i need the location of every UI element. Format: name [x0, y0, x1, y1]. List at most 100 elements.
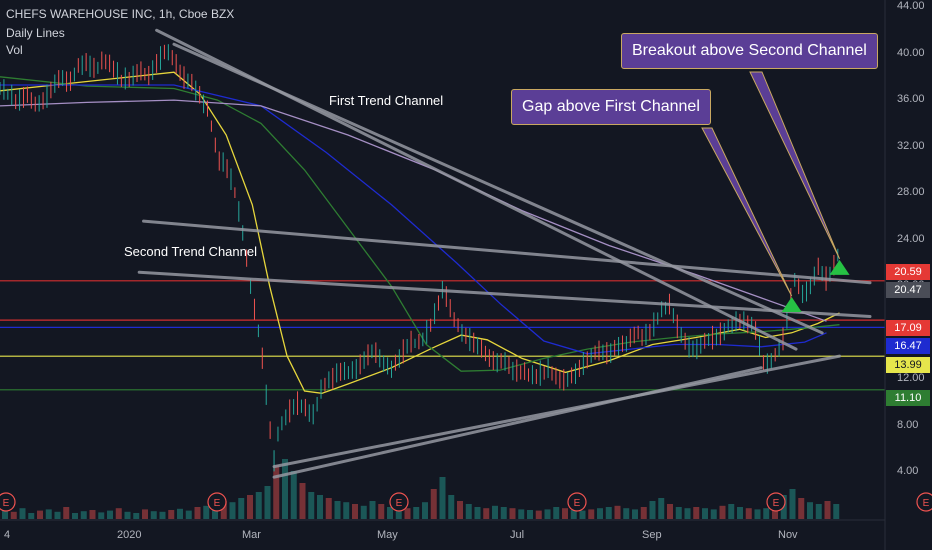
- trend-channel-line: [142, 219, 872, 285]
- volume-bar: [422, 502, 428, 519]
- volume-bar: [807, 502, 813, 519]
- volume-bar: [247, 495, 253, 519]
- volume-bar: [772, 505, 778, 519]
- volume-bar: [640, 507, 647, 519]
- volume-bar: [404, 508, 411, 519]
- volume-bar: [544, 509, 551, 519]
- volume-bar: [448, 495, 455, 519]
- volume-bar: [63, 507, 70, 519]
- price-tick-label: 32.00: [897, 139, 925, 152]
- trend-channel-line: [137, 270, 872, 319]
- volume-bar: [194, 507, 201, 519]
- volume-bar: [745, 508, 752, 519]
- moving-averages: [0, 71, 840, 394]
- volume-bar: [474, 507, 481, 519]
- volume-bar: [457, 501, 463, 519]
- volume-bar: [98, 512, 105, 519]
- volume-bar: [72, 513, 78, 519]
- price-tick-label: 40.00: [897, 46, 925, 59]
- volume-bar: [159, 511, 166, 519]
- volume-bar: [387, 507, 393, 519]
- time-tick-label: Jul: [510, 529, 525, 541]
- moving-average-line: [0, 84, 827, 355]
- earnings-circle: [766, 492, 786, 512]
- volume-bar: [465, 504, 472, 519]
- volume-bar: [185, 510, 192, 519]
- volume-bar: [212, 504, 218, 519]
- volume-bar: [693, 507, 700, 519]
- volume-bar: [667, 504, 673, 519]
- volume-bar: [702, 508, 708, 519]
- volume-bar: [605, 507, 612, 519]
- volume-bar: [369, 501, 376, 519]
- volume-bar: [19, 508, 26, 519]
- price-level-label: 16.47: [886, 338, 930, 354]
- volume-bar: [150, 511, 157, 519]
- volume-bar: [588, 509, 595, 519]
- volume-bar: [325, 498, 332, 519]
- volume-bar: [317, 495, 323, 519]
- breakout-triangle: [781, 297, 802, 313]
- second-channel-label: Second Trend Channel: [124, 244, 257, 259]
- volume-bar: [710, 509, 717, 519]
- volume-bar: [54, 511, 61, 519]
- volume-bar: [229, 502, 236, 519]
- first-channel-label: First Trend Channel: [329, 93, 444, 108]
- price-level-label: 20.47: [886, 282, 930, 298]
- volume-bar: [203, 505, 210, 519]
- earnings-circle: [0, 492, 16, 512]
- volume-bar: [553, 507, 560, 519]
- price-level-label: 17.09: [886, 320, 930, 336]
- trend-channel-line: [272, 366, 763, 479]
- trend-channel-lines: [137, 28, 872, 479]
- volume-label: Vol: [6, 43, 23, 57]
- volume-bar: [133, 513, 140, 519]
- moving-average-line: [0, 71, 840, 394]
- volume-bar: [89, 510, 96, 519]
- time-tick-label: Sep: [642, 529, 662, 541]
- price-tick-label: 36.00: [897, 93, 925, 106]
- volume-bar: [824, 501, 831, 519]
- volume-bar: [789, 489, 796, 519]
- volume-bar: [763, 508, 770, 519]
- time-tick-label: Mar: [242, 529, 261, 541]
- volume-bar: [177, 508, 183, 519]
- price-tick-label: 4.00: [897, 465, 919, 478]
- earnings-label: E: [923, 498, 930, 509]
- volume-bar: [343, 502, 350, 519]
- price-series: [0, 44, 839, 472]
- volume-bar: [45, 509, 52, 519]
- earnings-label: E: [773, 498, 780, 509]
- volume-bar: [728, 504, 735, 519]
- volume-bar: [220, 501, 227, 519]
- earnings-label: E: [3, 498, 10, 509]
- earnings-label: E: [214, 498, 221, 509]
- volume-bar: [395, 505, 402, 519]
- volume-bar: [2, 510, 8, 519]
- gap-callout-pointer: [701, 127, 793, 297]
- price-tick-label: 44.00: [897, 0, 925, 12]
- trend-channel-line: [172, 42, 824, 335]
- earnings-marker: E: [0, 492, 16, 512]
- volume-bar: [299, 483, 306, 519]
- volume-bar: [737, 507, 743, 519]
- price-level-label: 11.10: [886, 390, 930, 406]
- volume-bar: [378, 504, 385, 519]
- volume-bar: [37, 510, 43, 519]
- volume-bar: [360, 505, 367, 519]
- moving-average-line: [0, 76, 840, 372]
- time-tick-label: 4: [4, 529, 11, 541]
- indicator-label: Daily Lines: [6, 26, 65, 40]
- volume-bar: [238, 498, 245, 519]
- volume-bar: [597, 508, 603, 519]
- volume-bar: [492, 505, 498, 519]
- earnings-marker: E: [207, 492, 227, 512]
- breakout-signals: [781, 259, 850, 313]
- volume-bar: [107, 510, 113, 519]
- earnings-marker: E: [766, 492, 786, 512]
- volume-bar: [10, 511, 17, 519]
- volume-bar: [833, 504, 840, 519]
- volume-bar: [264, 486, 271, 519]
